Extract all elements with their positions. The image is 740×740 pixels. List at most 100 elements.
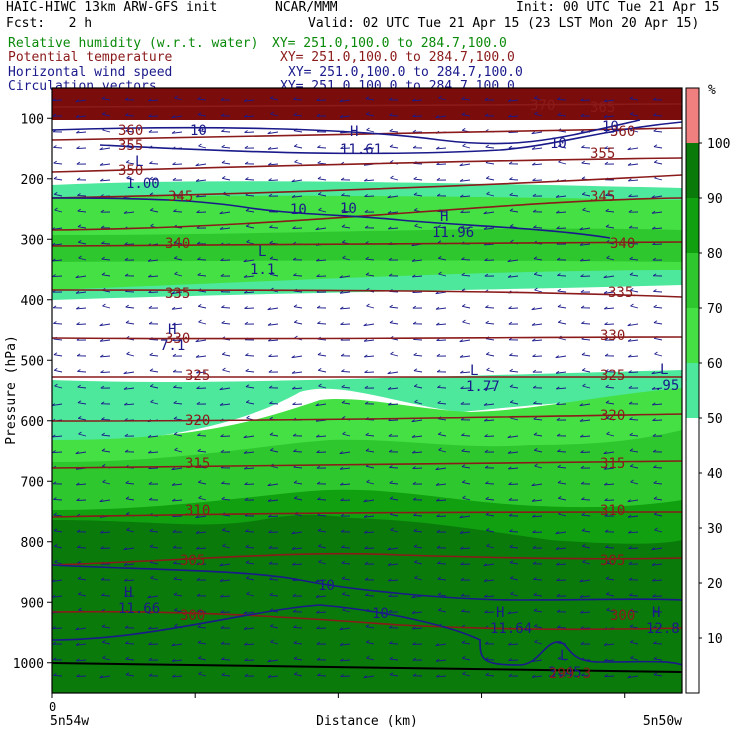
vector-head <box>557 656 562 660</box>
vector-head <box>195 515 200 519</box>
vector-shaft <box>462 481 471 485</box>
vector-shaft <box>533 594 543 597</box>
vector-shaft <box>628 547 639 549</box>
vector-shaft <box>651 211 663 214</box>
vector-head <box>556 417 561 421</box>
vector-shaft <box>150 401 159 405</box>
vector-head <box>267 674 272 678</box>
vector-shaft <box>462 673 471 677</box>
vector-shaft <box>582 545 591 549</box>
vector-head <box>339 642 344 646</box>
vector-shaft <box>267 499 279 502</box>
vector-shaft <box>270 113 279 117</box>
vector-head <box>627 147 632 151</box>
vector-shaft <box>148 115 159 117</box>
vector-shaft <box>195 179 207 182</box>
vector-head <box>340 353 345 357</box>
vector-shaft <box>581 530 591 533</box>
vector-head <box>293 112 297 116</box>
vector-shaft <box>221 322 231 325</box>
vector-head <box>532 561 537 565</box>
vector-head <box>581 352 586 356</box>
vector-shaft <box>342 257 351 261</box>
vector-shaft <box>364 195 375 197</box>
vector-shaft <box>150 385 159 389</box>
vector-head <box>557 97 561 100</box>
vector-shaft <box>533 579 543 581</box>
vector-head <box>317 160 321 164</box>
vector-shaft <box>77 226 87 229</box>
vector-shaft <box>53 147 63 149</box>
vector-head <box>462 495 466 499</box>
theta-contour-line <box>52 336 682 340</box>
vector-head <box>53 160 57 164</box>
vector-head <box>461 433 465 436</box>
theta-label: 315 <box>600 456 625 472</box>
vector-shaft <box>53 675 63 677</box>
vector-head <box>76 529 81 533</box>
colorbar-tick-label: 40 <box>707 467 723 482</box>
vector-head <box>149 161 153 164</box>
vector-shaft <box>317 323 327 325</box>
vector-head <box>149 352 153 356</box>
vector-shaft <box>414 385 423 389</box>
vector-shaft <box>246 241 255 245</box>
vector-shaft <box>459 163 471 167</box>
vector-head <box>220 97 225 101</box>
theta-label: 350 <box>118 163 143 179</box>
vector-head <box>508 497 513 501</box>
vector-head <box>411 595 416 599</box>
vector-shaft <box>531 307 543 311</box>
vector-head <box>244 321 249 325</box>
extremum-value: 1.77 <box>466 379 500 395</box>
vector-shaft <box>435 291 447 295</box>
wind-label: 10 <box>550 136 567 152</box>
vector-head <box>292 593 297 597</box>
vector-shaft <box>484 595 495 598</box>
y-tick-label: 400 <box>21 294 44 309</box>
vector-shaft <box>460 387 471 389</box>
vector-shaft <box>243 275 255 278</box>
vector-shaft <box>627 515 639 518</box>
vector-head <box>412 497 417 501</box>
extremum-value: 11.61 <box>340 142 382 158</box>
vector-head <box>364 225 369 229</box>
vector-shaft <box>148 451 159 454</box>
theta-label: 365 <box>590 100 615 116</box>
vector-head <box>387 547 392 551</box>
vector-shaft <box>221 162 231 165</box>
vector-shaft <box>269 258 279 261</box>
vector-shaft <box>75 627 87 631</box>
vector-shaft <box>78 433 87 437</box>
vector-head <box>244 673 249 677</box>
vector-head <box>652 433 657 437</box>
vector-shaft <box>147 595 159 599</box>
vector-head <box>221 657 225 660</box>
vector-head <box>150 399 154 403</box>
vector-shaft <box>150 209 159 213</box>
vector-head <box>315 403 320 407</box>
vector-head <box>580 258 584 262</box>
theta-label: 355 <box>590 146 615 162</box>
vector-head <box>532 178 536 181</box>
vector-head <box>196 241 201 245</box>
vector-shaft <box>342 433 351 437</box>
vector-shaft <box>198 129 207 133</box>
vector-shaft <box>243 435 255 439</box>
vector-head <box>124 449 129 453</box>
vector-head <box>437 607 442 611</box>
vector-head <box>243 450 248 454</box>
vector-head <box>196 401 201 405</box>
vector-shaft <box>437 594 447 597</box>
vector-shaft <box>651 387 663 390</box>
vector-shaft <box>246 401 255 405</box>
vector-shaft <box>318 193 327 197</box>
vector-head <box>270 639 274 643</box>
vector-shaft <box>436 163 447 165</box>
vector-shaft <box>316 627 327 629</box>
vector-head <box>125 113 129 116</box>
vector-head <box>460 546 464 550</box>
vector-shaft <box>267 131 279 135</box>
vector-head <box>197 257 201 260</box>
